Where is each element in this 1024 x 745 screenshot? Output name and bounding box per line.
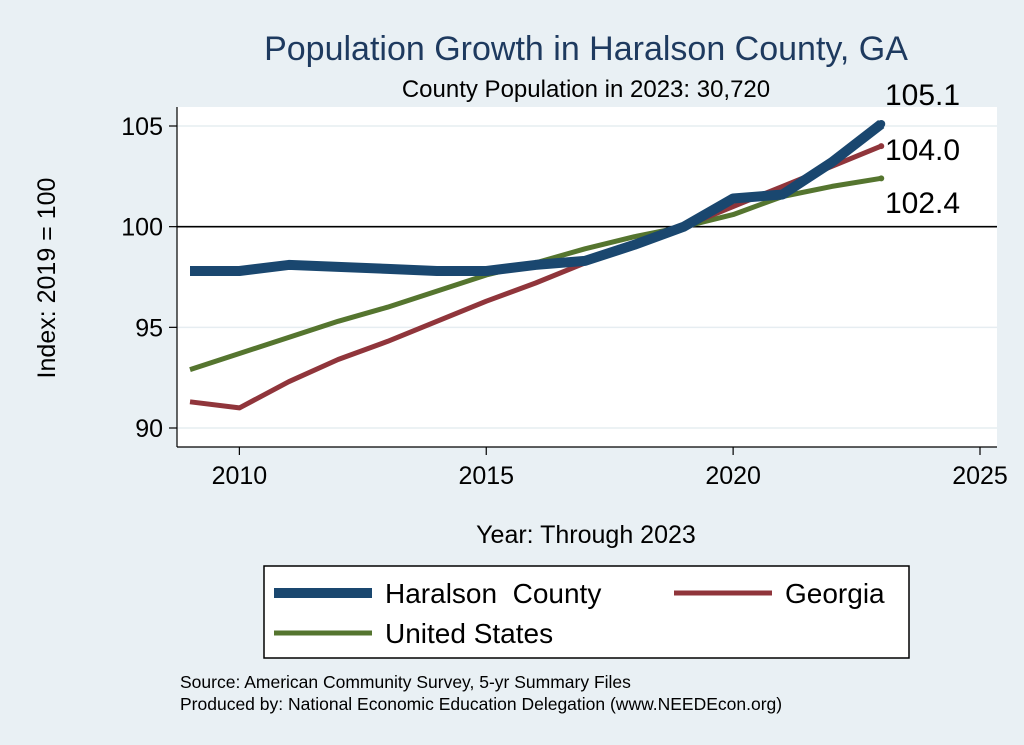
legend-box [263, 565, 910, 659]
end-label-3: 102.4 [885, 187, 960, 220]
x-tick-label: 2015 [458, 462, 514, 490]
x-tick-label: 2025 [952, 462, 1008, 490]
end-labels: 105.1 104.0 102.4 [885, 79, 960, 220]
series-end-marker [878, 143, 885, 150]
series-line-haralson-county [190, 120, 885, 276]
end-label-2: 104.0 [885, 134, 960, 167]
source-note: Source: American Community Survey, 5-yr … [180, 672, 631, 692]
y-axis: 90 95 100 105 [121, 107, 178, 447]
x-tick-label: 2020 [705, 462, 761, 490]
y-tick-label: 90 [135, 415, 163, 443]
y-tick-label: 95 [135, 314, 163, 342]
legend-label-georgia: Georgia [785, 578, 885, 609]
chart-title: Population Growth in Haralson County, GA [264, 30, 908, 68]
legend: Haralson County Georgia United States [263, 565, 910, 659]
legend-label-united-states: United States [385, 618, 553, 649]
x-axis: 2010 2015 2020 2025 [177, 446, 1008, 490]
series-lines [189, 119, 886, 411]
series-end-marker [877, 119, 886, 128]
end-label-1: 105.1 [885, 79, 960, 112]
x-tick-label: 2010 [212, 462, 268, 490]
legend-label-haralson: Haralson County [385, 578, 601, 609]
series-end-marker [878, 175, 885, 182]
y-axis-label: Index: 2019 = 100 [33, 178, 61, 379]
plot-area [177, 107, 997, 447]
produced-by-note: Produced by: National Economic Education… [180, 694, 782, 714]
y-tick-label: 100 [121, 214, 163, 242]
chart-subtitle: County Population in 2023: 30,720 [402, 76, 770, 103]
x-axis-label: Year: Through 2023 [476, 521, 696, 549]
y-tick-label: 105 [121, 113, 163, 141]
